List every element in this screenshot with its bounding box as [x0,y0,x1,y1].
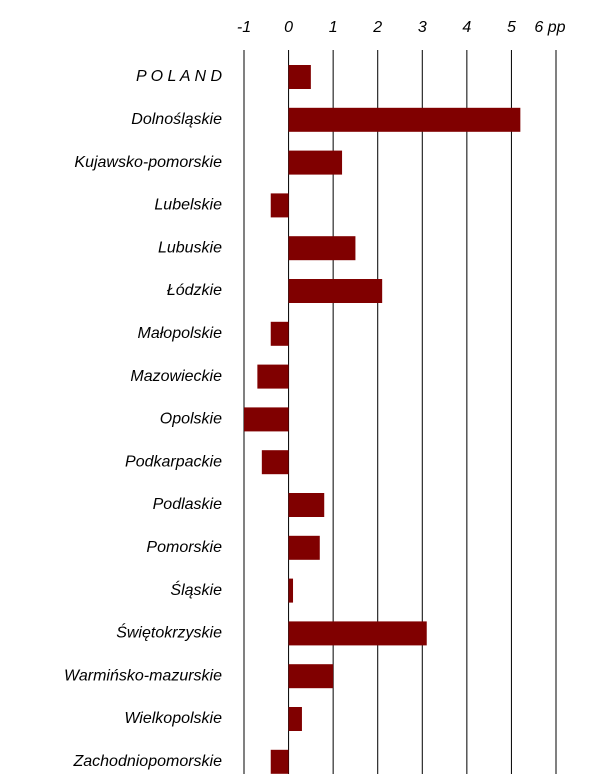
y-tick-label: Świętokrzyskie [116,623,222,642]
y-tick-label: Lubelskie [154,197,222,214]
bar [288,107,521,132]
x-tick-label: 0 [284,19,293,36]
bar [288,707,302,731]
x-tick-label: 5 [507,19,516,36]
bar [270,193,289,218]
x-tick-label: 3 [418,19,427,36]
bar [288,279,383,303]
y-tick-label: Lubuskie [158,239,222,256]
bar [288,150,343,175]
bar [261,450,289,475]
y-tick-label: Opolskie [160,411,222,428]
y-tick-label: Zachodniopomorskie [72,753,222,770]
x-tick-label: 4 [462,19,471,36]
y-tick-label: Podkarpackie [125,453,222,470]
x-tick-label: 6 pp [534,19,565,36]
bar [288,664,334,689]
y-tick-label: Małopolskie [138,325,223,342]
bar [270,749,289,774]
y-tick-label: Dolnośląskie [131,111,222,128]
bar [257,364,289,389]
y-tick-label: P O L A N D [136,68,222,85]
bar [288,493,325,517]
bar [288,236,356,261]
y-tick-label: Łódzkie [167,282,222,299]
bar [288,65,311,89]
y-tick-label: Podlaskie [153,496,222,513]
bar [288,621,427,646]
bar [244,407,289,432]
bar [270,321,289,346]
x-tick-label: 1 [329,19,338,36]
x-tick-label: -1 [237,19,251,36]
y-tick-label: Śląskie [170,580,222,599]
y-tick-label: Pomorskie [146,539,222,556]
x-tick-label: 2 [372,19,382,36]
y-tick-label: Wielkopolskie [124,710,222,727]
y-tick-label: Kujawsko-pomorskie [74,154,222,171]
y-tick-label: Warmińsko-mazurskie [64,667,222,684]
y-tick-label: Mazowieckie [130,368,222,385]
bar [288,578,294,603]
bar [288,535,320,560]
